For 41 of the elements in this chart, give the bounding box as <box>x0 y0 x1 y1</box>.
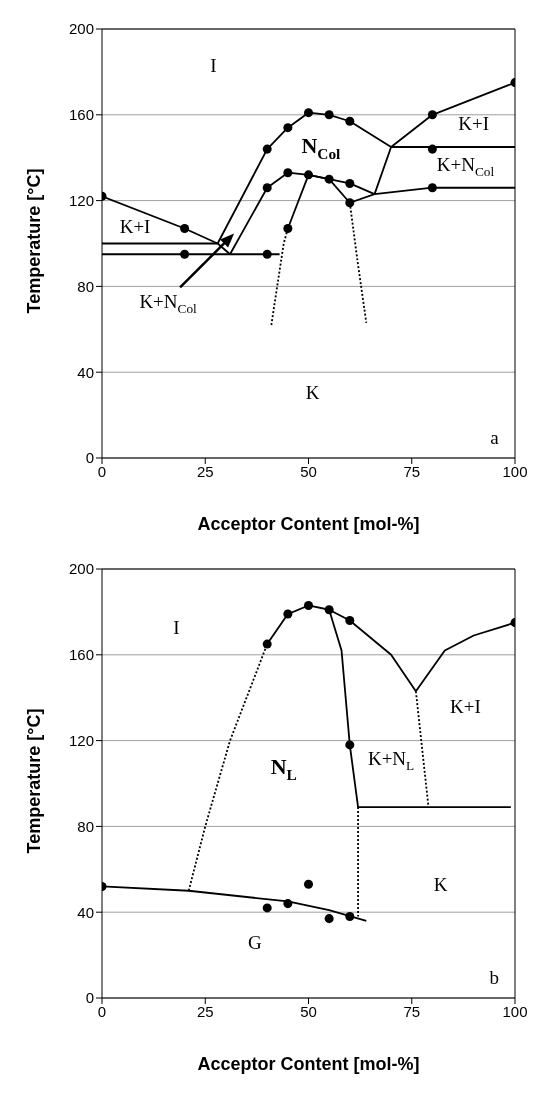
annotation: a <box>490 426 500 448</box>
y-tick-label: 200 <box>68 560 94 578</box>
x-tick-label: 0 <box>97 1002 107 1020</box>
y-tick-label: 40 <box>77 363 94 381</box>
x-tick-label: 100 <box>502 1002 528 1020</box>
x-tick-label: 75 <box>403 1002 421 1020</box>
y-tick-label: 120 <box>68 731 94 749</box>
y-tick-label: 40 <box>77 903 94 921</box>
annotation: K+N$_{L}$ <box>367 747 415 773</box>
annotation: K <box>433 873 448 895</box>
annotation: K+N$_{Col}$ <box>436 153 495 180</box>
annotation: K+N$_{Col}$ <box>139 290 198 317</box>
annotation: N$_{L}$ <box>270 753 297 784</box>
x-axis-title: Acceptor Content [mol-%] <box>197 514 420 534</box>
y-axis-title: Temperature [°C] <box>24 168 45 314</box>
x-tick-label: 75 <box>403 462 421 480</box>
x-axis-title: Acceptor Content [mol-%] <box>197 1054 420 1074</box>
annotation: b <box>489 966 500 988</box>
y-tick-label: 160 <box>68 106 94 124</box>
x-tick-label: 25 <box>196 462 214 480</box>
annotation: K+I <box>458 112 490 134</box>
y-tick-label: 80 <box>77 817 94 835</box>
annotation: N$_{Col}$ <box>301 132 342 162</box>
y-tick-label: 0 <box>85 989 94 1007</box>
y-tick-label: 160 <box>68 646 94 664</box>
x-tick-label: 50 <box>300 462 317 480</box>
annotation: K+I <box>119 215 151 237</box>
y-tick-label: 0 <box>85 449 94 467</box>
x-tick-label: 0 <box>97 462 107 480</box>
annotation: K+I <box>450 695 481 717</box>
y-tick-label: 120 <box>68 191 94 209</box>
y-axis-title: Temperature [°C] <box>24 708 45 854</box>
annotation: I <box>210 54 217 76</box>
y-tick-label: 80 <box>77 277 94 295</box>
x-tick-label: 100 <box>502 462 528 480</box>
annotation: I <box>173 616 180 638</box>
x-tick-label: 50 <box>300 1002 317 1020</box>
annotation: G <box>247 931 262 953</box>
x-tick-label: 25 <box>196 1002 214 1020</box>
y-tick-label: 200 <box>68 20 94 38</box>
annotation: K <box>305 381 320 403</box>
